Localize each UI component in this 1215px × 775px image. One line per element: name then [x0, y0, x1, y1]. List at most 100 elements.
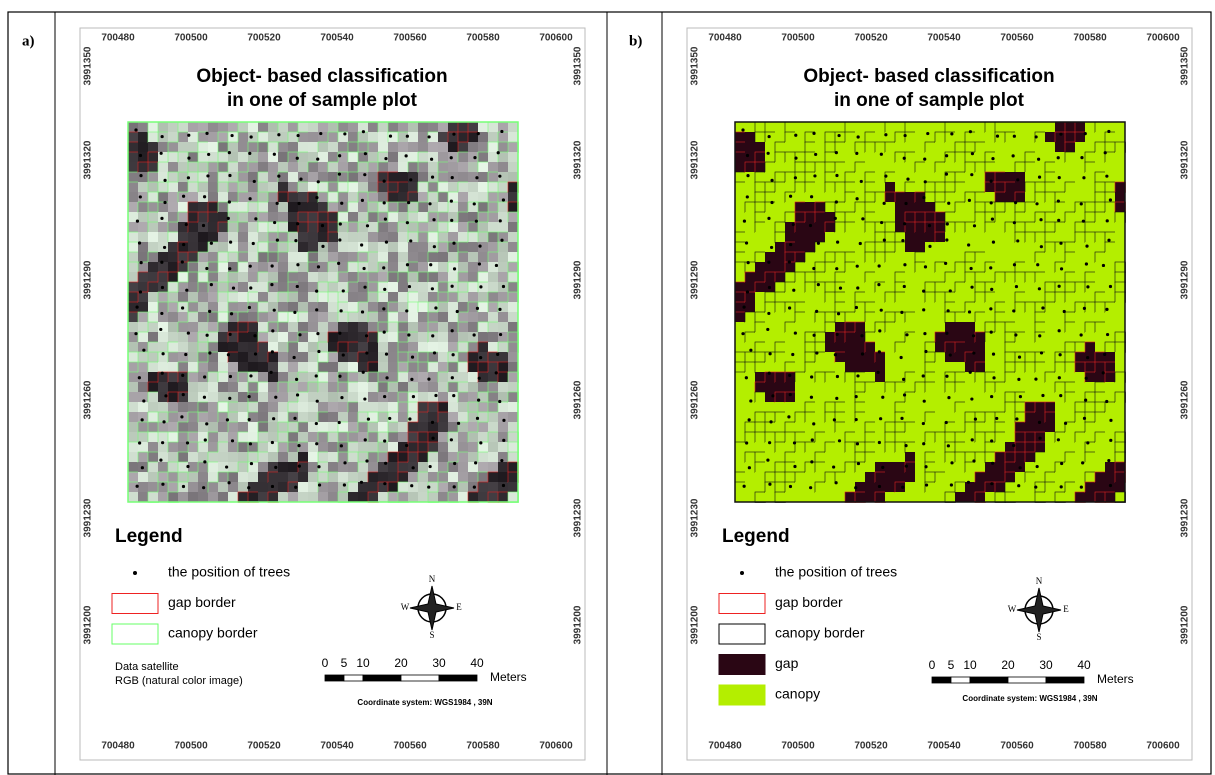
map-cell: [328, 362, 339, 373]
map-cell: [965, 382, 976, 393]
map-cell: [1045, 282, 1056, 293]
map-cell: [1075, 402, 1086, 413]
map-cell: [855, 332, 866, 343]
map-cell: [248, 142, 259, 153]
map-cell: [1005, 422, 1016, 433]
map-cell: [498, 202, 509, 213]
map-cell: [148, 412, 159, 423]
map-cell: [815, 412, 826, 423]
map-cell: [895, 302, 906, 313]
map-cell: [1045, 362, 1056, 373]
map-cell: [328, 292, 339, 303]
map-cell: [805, 242, 816, 253]
map-cell: [238, 202, 249, 213]
map-cell: [1035, 142, 1046, 153]
map-cell: [408, 172, 419, 183]
map-cell: [795, 192, 806, 203]
tree-position: [810, 195, 813, 198]
map-cell: [258, 122, 269, 133]
map-cell: [368, 312, 379, 323]
tree-position: [360, 481, 363, 484]
map-cell: [805, 162, 816, 173]
map-cell: [755, 442, 766, 453]
map-cell: [1075, 492, 1086, 503]
map-cell: [775, 142, 786, 153]
map-cell: [418, 282, 429, 293]
tree-position: [1014, 333, 1017, 336]
map-cell: [755, 202, 766, 213]
map-cell: [198, 312, 209, 323]
map-cell: [318, 292, 329, 303]
y-coordinate-label: 3991230: [573, 498, 584, 537]
tree-position: [161, 135, 164, 138]
map-cell: [1025, 302, 1036, 313]
map-cell: [855, 362, 866, 373]
map-cell: [298, 232, 309, 243]
map-cell: [258, 432, 269, 443]
tree-position: [498, 308, 501, 311]
map-cell: [268, 162, 279, 173]
map-cell: [368, 362, 379, 373]
map-cell: [438, 122, 449, 133]
map-cell: [775, 122, 786, 133]
legend-symbol: [719, 655, 765, 675]
map-cell: [198, 452, 209, 463]
tree-position: [473, 333, 476, 336]
map-cell: [985, 282, 996, 293]
map-cell: [1015, 302, 1026, 313]
map-cell: [218, 432, 229, 443]
map-cell: [955, 342, 966, 353]
map-cell: [148, 232, 159, 243]
map-cell: [268, 212, 279, 223]
map-cell: [318, 392, 329, 403]
map-cell: [795, 352, 806, 363]
map-cell: [468, 312, 479, 323]
map-cell: [845, 392, 856, 403]
map-cell: [885, 362, 896, 373]
map-cell: [855, 372, 866, 383]
map-cell: [1095, 222, 1106, 233]
map-cell: [348, 312, 359, 323]
map-cell: [785, 182, 796, 193]
map-cell: [755, 492, 766, 503]
map-cell: [1065, 472, 1076, 483]
map-cell: [1065, 392, 1076, 403]
map-cell: [508, 122, 519, 133]
map-cell: [795, 302, 806, 313]
map-cell: [478, 272, 489, 283]
map-cell: [1055, 152, 1066, 163]
map-cell: [815, 202, 826, 213]
map-cell: [775, 432, 786, 443]
map-cell: [198, 272, 209, 283]
tree-position: [315, 422, 318, 425]
map-cell: [308, 382, 319, 393]
map-cell: [388, 442, 399, 453]
map-cell: [925, 142, 936, 153]
map-cell: [1095, 422, 1106, 433]
map-cell: [378, 472, 389, 483]
map-cell: [398, 482, 409, 493]
map-cell: [1065, 292, 1076, 303]
map-cell: [805, 292, 816, 303]
map-cell: [1045, 442, 1056, 453]
map-cell: [448, 332, 459, 343]
tree-position: [364, 152, 367, 155]
map-cell: [218, 312, 229, 323]
map-cell: [228, 302, 239, 313]
map-cell: [945, 452, 956, 463]
map-cell: [138, 152, 149, 163]
map-cell: [795, 202, 806, 213]
tree-position: [478, 245, 481, 248]
map-cell: [805, 352, 816, 363]
coordinate-system: Coordinate system: WGS1984 , 39N: [357, 698, 492, 707]
map-cell: [1015, 342, 1026, 353]
map-cell: [508, 392, 519, 403]
tree-position: [430, 158, 433, 161]
figure: a)70048070048070050070050070052070052070…: [0, 0, 1215, 775]
map-cell: [915, 402, 926, 413]
map-cell: [328, 152, 339, 163]
map-cell: [945, 192, 956, 203]
map-cell: [805, 182, 816, 193]
tree-position: [928, 224, 931, 227]
map-cell: [1115, 132, 1126, 143]
